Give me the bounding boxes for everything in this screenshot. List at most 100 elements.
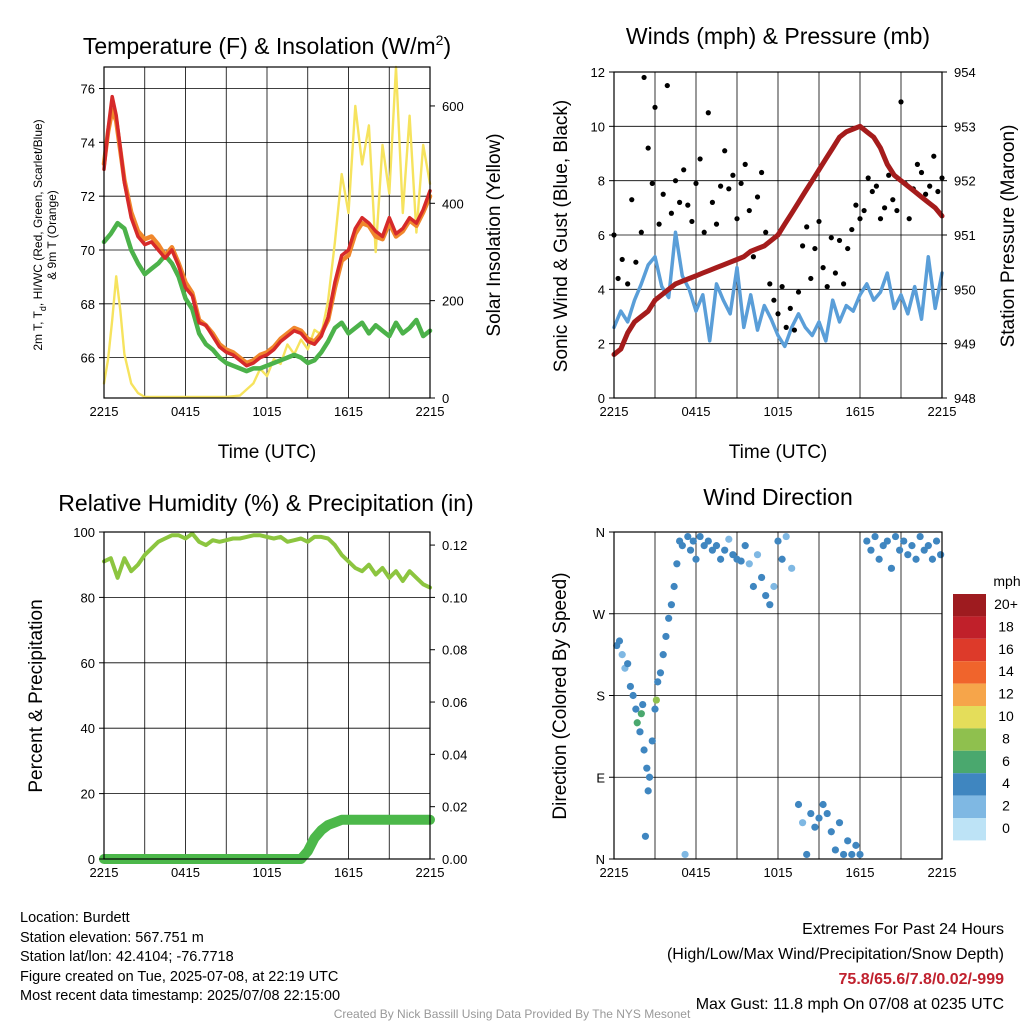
direction-point (758, 573, 766, 582)
direction-point (652, 696, 660, 704)
direction-point (883, 537, 891, 545)
winds-y2tick-label: 952 (954, 174, 976, 189)
extremes-values: 75.8/65.6/7.8/0.02/-999 (838, 971, 1004, 988)
direction-point (819, 800, 827, 809)
info-latlon: Station lat/lon: 42.4104; -76.7718 (20, 949, 234, 965)
info-location: Location: Burdett (20, 910, 130, 926)
direction-point (753, 551, 762, 559)
direction-xtick-label: 1615 (846, 865, 875, 880)
gust-point (677, 199, 683, 205)
winds-y2tick-label: 953 (954, 119, 976, 134)
gust-point (890, 197, 896, 203)
direction-point (778, 555, 786, 563)
gust-point (722, 148, 728, 154)
humidity-y2tick-label: 0.08 (442, 643, 467, 658)
temperature-ytick-label: 68 (81, 297, 95, 312)
temperature-y2label: Solar Insolation (Yellow) (484, 133, 505, 336)
direction-point (844, 837, 852, 845)
direction-point (932, 537, 941, 545)
temp-9m-line (101, 107, 433, 366)
temperature-title: Temperature (F) & Insolation (W/m2) (83, 32, 451, 59)
gust-point (828, 235, 834, 241)
gust-point (804, 224, 810, 230)
gust-point (861, 207, 867, 214)
gust-point (873, 183, 880, 189)
direction-point (667, 601, 676, 609)
gust-point (689, 218, 695, 225)
direction-point (626, 682, 635, 691)
legend-swatch (953, 750, 986, 774)
direction-point (852, 841, 860, 849)
temp-2m-line (102, 94, 432, 368)
gust-point (877, 216, 884, 222)
extremes-subtitle: (High/Low/Max Wind/Precipitation/Snow De… (666, 946, 1004, 963)
gust-point (759, 169, 765, 176)
direction-point (673, 560, 681, 568)
winds-ytick-label: 0 (598, 391, 605, 406)
footer-credit: Created By Nick Bassill Using Data Provi… (333, 1007, 691, 1021)
station-info: Location: Burdett Station elevation: 567… (20, 909, 340, 1007)
humidity-y2tick-label: 0.10 (442, 590, 467, 605)
gust-point (738, 180, 744, 186)
gust-point (668, 210, 675, 216)
info-elevation: Station elevation: 567.751 m (20, 929, 204, 946)
legend-label: 10 (998, 708, 1014, 724)
direction-point (840, 850, 848, 859)
gust-point (701, 229, 707, 235)
direction-point (678, 542, 686, 550)
gust-point (791, 327, 798, 333)
legend-label: 2 (1002, 798, 1010, 814)
legend-swatch (953, 661, 986, 684)
gust-point (927, 183, 933, 189)
legend-label: 6 (1002, 753, 1010, 769)
direction-point (665, 614, 673, 622)
gust-point (914, 161, 921, 167)
direction-point (684, 532, 692, 541)
direction-point (788, 564, 796, 572)
direction-point (749, 582, 758, 591)
gust-point (894, 207, 900, 214)
gust-point (836, 237, 843, 244)
svg-text:& 9m T (Orange): & 9m T (Orange) (45, 190, 59, 280)
direction-ytick-label: S (596, 689, 605, 704)
temperature-ytick-label: 76 (81, 82, 95, 97)
direction-point (632, 705, 640, 713)
gust-point (709, 199, 716, 205)
humidity-xtick-label: 2215 (416, 865, 445, 880)
temperature-y2tick-label: 600 (442, 99, 464, 114)
temperature-ylabel: 2m T, Td, HI/WC (Red, Green, Scarlet/Blu… (31, 119, 59, 350)
legend-swatch (953, 818, 986, 841)
direction-point (725, 535, 733, 543)
direction-point (766, 601, 774, 609)
gust-point (820, 265, 826, 271)
gust-point (656, 221, 662, 227)
svg-text:2m T, Td, HI/WC (Red, Green, S: 2m T, Td, HI/WC (Red, Green, Scarlet/Blu… (31, 119, 48, 350)
direction-point (916, 532, 924, 541)
direction-point (924, 542, 932, 550)
legend-label: 8 (1002, 730, 1010, 746)
humidity-ytick-label: 80 (81, 590, 95, 605)
direction-point (692, 555, 700, 563)
humidity-xtick-label: 1615 (334, 865, 363, 880)
direction-ytick-label: N (596, 852, 605, 867)
direction-point (774, 537, 782, 545)
gust-point (754, 194, 761, 200)
gust-point (726, 186, 732, 192)
gust-point (633, 259, 639, 265)
legend-label: 16 (998, 641, 1014, 657)
direction-point (794, 800, 803, 809)
gust-point (882, 205, 888, 211)
info-created: Figure created on Tue, 2025-07-08, at 22… (20, 968, 339, 985)
direction-point (863, 537, 871, 545)
humidity-ytick-label: 40 (81, 721, 95, 736)
gust-point (841, 281, 847, 287)
gust-point (763, 229, 769, 235)
humidity-frame (103, 531, 431, 860)
winds-ytick-label: 2 (598, 337, 605, 352)
gust-point (898, 99, 904, 105)
legend-swatch (953, 594, 986, 617)
gust-point (771, 297, 777, 303)
direction-point (782, 532, 790, 541)
gust-point (816, 218, 822, 225)
